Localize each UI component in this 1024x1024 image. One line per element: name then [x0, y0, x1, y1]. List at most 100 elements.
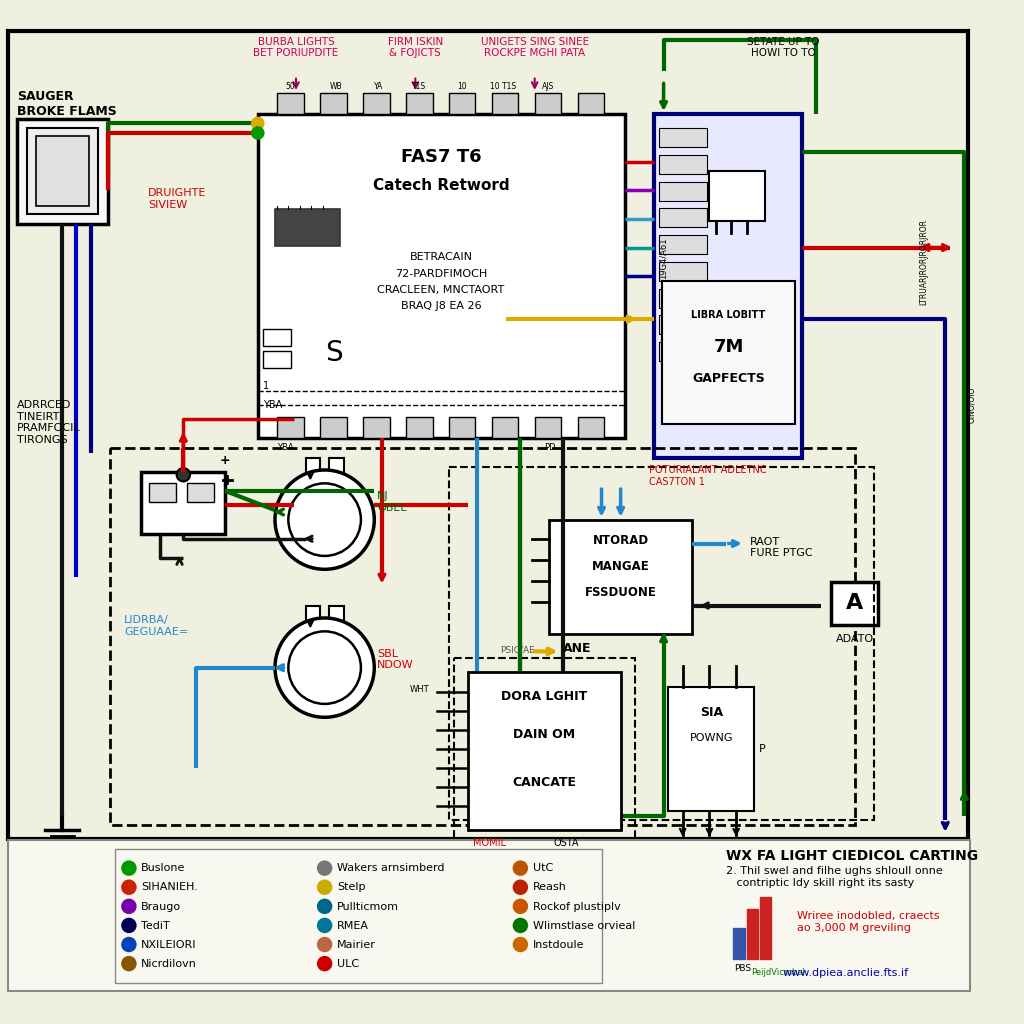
Bar: [7, 841, 970, 991]
Circle shape: [317, 938, 332, 951]
Bar: [658, 181, 707, 201]
Text: DORA LGHIT: DORA LGHIT: [501, 689, 588, 702]
Text: CANCATE: CANCATE: [512, 775, 577, 788]
Text: DRUIGHTE
SIVIEW: DRUIGHTE SIVIEW: [148, 188, 207, 210]
Circle shape: [275, 470, 375, 569]
Bar: [535, 418, 561, 438]
Bar: [148, 483, 176, 503]
Text: ADRRCED
TINEIRT
PRAMFOCIL
TIRONGS: ADRRCED TINEIRT PRAMFOCIL TIRONGS: [17, 400, 81, 445]
Bar: [319, 93, 346, 114]
Bar: [7, 31, 968, 839]
Circle shape: [122, 957, 135, 971]
Text: TediT: TediT: [141, 921, 170, 931]
Bar: [330, 605, 344, 630]
Text: Wlimstlase orvieal: Wlimstlase orvieal: [532, 921, 635, 931]
Text: OINO/OIO: OINO/OIO: [968, 387, 976, 423]
Text: YBA: YBA: [276, 443, 294, 453]
Text: 50: 50: [286, 82, 295, 91]
Text: Nicrdilovn: Nicrdilovn: [141, 958, 198, 969]
Bar: [276, 418, 304, 438]
Bar: [305, 458, 319, 481]
Text: PD: PD: [544, 443, 556, 453]
Text: BETRACAIN: BETRACAIN: [410, 252, 473, 262]
Bar: [449, 418, 475, 438]
Text: SETATE UP TO
HOWI TO TO: SETATE UP TO HOWI TO TO: [746, 37, 819, 58]
Circle shape: [514, 919, 527, 932]
Text: 72-PARDFIMOCH: 72-PARDFIMOCH: [395, 268, 487, 279]
Text: FAS7 T6: FAS7 T6: [400, 147, 481, 166]
Bar: [658, 208, 707, 227]
Text: SIHANIEH.: SIHANIEH.: [141, 883, 198, 893]
Bar: [276, 93, 304, 114]
Bar: [658, 236, 707, 254]
Text: RMEA: RMEA: [337, 921, 369, 931]
Circle shape: [317, 957, 332, 971]
Text: SAUGER
BROKE FLAMS: SAUGER BROKE FLAMS: [17, 90, 117, 118]
Text: 10 T1S: 10 T1S: [490, 82, 516, 91]
Text: SBL
NDOW: SBL NDOW: [377, 648, 414, 670]
Text: FSSDUONE: FSSDUONE: [585, 586, 656, 598]
Text: Buslone: Buslone: [141, 863, 185, 873]
Text: 19G4/A61: 19G4/A61: [658, 238, 668, 280]
Bar: [449, 467, 873, 820]
Text: Pullticmom: Pullticmom: [337, 901, 399, 911]
Bar: [492, 93, 518, 114]
Bar: [275, 209, 340, 246]
Bar: [27, 128, 98, 214]
Bar: [449, 93, 475, 114]
Bar: [578, 93, 604, 114]
Circle shape: [122, 938, 135, 951]
Text: 10: 10: [458, 82, 467, 91]
Text: Braugo: Braugo: [141, 901, 181, 911]
Bar: [658, 155, 707, 174]
Text: PeijdVicmbal: PeijdVicmbal: [752, 969, 805, 977]
Circle shape: [122, 900, 135, 913]
Text: CRACLEEN, MNCTAORT: CRACLEEN, MNCTAORT: [378, 285, 505, 295]
Circle shape: [514, 938, 527, 951]
Bar: [362, 93, 389, 114]
Bar: [669, 687, 755, 811]
Bar: [658, 315, 707, 335]
Text: SIA: SIA: [699, 706, 723, 719]
Text: Instdoule: Instdoule: [532, 940, 585, 949]
Circle shape: [252, 118, 263, 129]
Circle shape: [176, 468, 190, 481]
Text: Wriree inodobled, craects
ao 3,000 M greviling: Wriree inodobled, craects ao 3,000 M gre…: [798, 911, 940, 933]
Text: YBA: YBA: [262, 400, 282, 411]
Circle shape: [317, 900, 332, 913]
Circle shape: [122, 919, 135, 932]
Text: POWNG: POWNG: [689, 732, 733, 742]
Bar: [115, 849, 601, 983]
Bar: [362, 418, 389, 438]
Bar: [658, 289, 707, 307]
Text: P: P: [759, 743, 766, 754]
Text: LIDRBA/
GEGUAAE=: LIDRBA/ GEGUAAE=: [124, 615, 188, 637]
Circle shape: [275, 617, 375, 717]
Text: Mairier: Mairier: [337, 940, 376, 949]
Bar: [746, 909, 758, 958]
Bar: [535, 93, 561, 114]
Bar: [658, 128, 707, 147]
Text: T1S: T1S: [412, 82, 426, 91]
Text: GAPFECTS: GAPFECTS: [692, 372, 765, 385]
Bar: [110, 449, 855, 825]
Text: ULC: ULC: [337, 958, 359, 969]
Bar: [733, 929, 744, 958]
Text: PSIC/AE: PSIC/AE: [500, 646, 535, 654]
Bar: [330, 458, 344, 481]
Text: FIRM ISKIN
& FOJICTS: FIRM ISKIN & FOJICTS: [388, 37, 443, 58]
Bar: [141, 472, 225, 534]
Text: YA: YA: [375, 82, 384, 91]
Bar: [578, 418, 604, 438]
Bar: [406, 418, 432, 438]
Circle shape: [122, 881, 135, 894]
Circle shape: [317, 881, 332, 894]
Circle shape: [514, 900, 527, 913]
Bar: [760, 897, 771, 958]
Text: OSTA: OSTA: [554, 838, 580, 848]
Text: RAOT
FURE PTGC: RAOT FURE PTGC: [750, 537, 812, 558]
Text: Reash: Reash: [532, 883, 566, 893]
Text: Wakers arnsimberd: Wakers arnsimberd: [337, 863, 444, 873]
Text: DAIN OM: DAIN OM: [513, 728, 575, 740]
Circle shape: [514, 861, 527, 874]
